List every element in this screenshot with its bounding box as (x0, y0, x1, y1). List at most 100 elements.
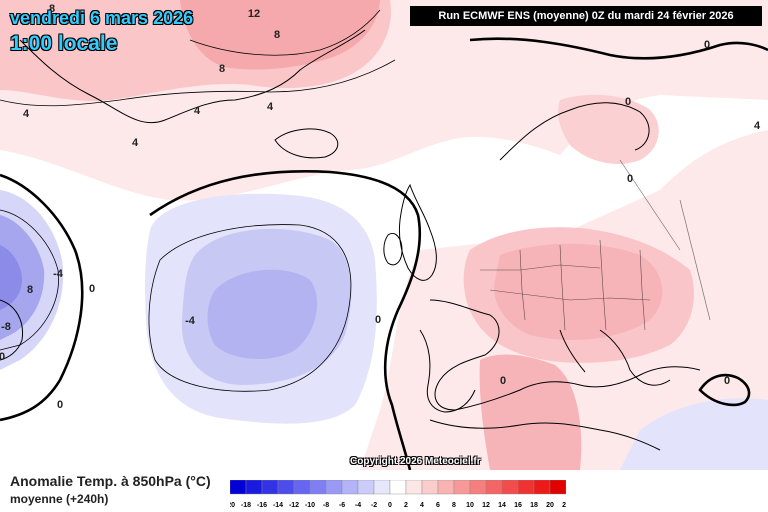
color-swatch (389, 480, 407, 495)
contour-label: -8 (1, 321, 11, 333)
color-scale-tick: 20 (546, 502, 554, 509)
warm-zone-scandinavia (558, 94, 659, 165)
zero-contour-west (0, 173, 84, 422)
color-scale-tick: 0 (388, 502, 392, 509)
color-swatch (230, 480, 247, 495)
contour-label: 0 (375, 314, 381, 326)
color-swatch (341, 480, 359, 495)
contour-label: 4 (132, 137, 139, 149)
copyright: Copyright 2026 Meteociel.fr (350, 456, 481, 467)
cold-zone-west-core (0, 215, 45, 340)
contour-label: 4 (267, 101, 274, 113)
color-scale-tick: -16 (257, 502, 267, 509)
contour-label: 4 (194, 105, 201, 117)
color-scale-tick: 2 (404, 502, 408, 509)
color-swatch (437, 480, 455, 495)
color-scale-tick: -10 (305, 502, 315, 509)
warm-zone-greenland-core (180, 0, 380, 70)
contour-labels: 8 12 8 8 4 4 4 4 0 0 4 0 0 -4 -4 8 -8 0 … (0, 3, 761, 411)
color-scale-tick: 22 (562, 502, 566, 509)
forecast-date: vendredi 6 mars 2026 (10, 8, 194, 28)
contour-label: 0 (0, 351, 5, 363)
coastline-europe-west (429, 299, 500, 411)
contour-label: 12 (248, 8, 260, 20)
coastline-africa (429, 419, 661, 451)
color-swatch (421, 480, 439, 495)
country-borders (480, 159, 711, 331)
color-swatch (309, 480, 327, 495)
color-scale-tick: -20 (230, 502, 235, 509)
contour-label: -4 (185, 315, 196, 327)
warm-zone-africa (479, 354, 582, 470)
coastline-italy (559, 329, 586, 373)
contour-label: 4 (23, 108, 30, 120)
contour-label: 0 (625, 96, 631, 108)
color-scale: -20-18-16-14-12-10-8-6-4-202468101214161… (230, 480, 566, 509)
contour-minus4-west (0, 209, 59, 351)
contour-minus4-atlantic (148, 224, 352, 392)
color-scale-tick: 18 (530, 502, 538, 509)
color-swatch (549, 480, 566, 495)
coastline-britain (399, 183, 437, 281)
color-scale-tick: -4 (355, 502, 361, 509)
color-swatch (357, 480, 375, 495)
color-swatch (405, 480, 423, 495)
coastline-newfoundland (0, 299, 24, 361)
coastline-greenland (19, 29, 366, 124)
contour-label: -4 (53, 268, 64, 280)
zero-contour-east (698, 373, 751, 407)
color-swatch (533, 480, 551, 495)
color-scale-tick: 16 (514, 502, 522, 509)
color-scale-tick: 12 (482, 502, 490, 509)
color-scale-tick: 10 (466, 502, 474, 509)
contour-label: 0 (627, 173, 633, 185)
color-scale-tick: -6 (339, 502, 345, 509)
coastline-mediterranean (454, 366, 701, 411)
contour-label: 0 (500, 375, 506, 387)
warm-zone-europe-core (494, 243, 663, 340)
contour-label: 8 (27, 284, 33, 296)
color-swatch (453, 480, 471, 495)
color-swatch (485, 480, 503, 495)
cold-zone-atlantic-core (207, 269, 318, 360)
contour-label: 8 (274, 29, 280, 41)
color-swatch (245, 480, 263, 495)
color-scale-tick: -2 (371, 502, 377, 509)
coastline-iberia (419, 329, 476, 413)
coastline-iceland (274, 128, 339, 159)
contour-label: 8 (219, 63, 225, 75)
color-swatch (261, 480, 279, 495)
zero-contour-north (469, 37, 768, 60)
forecast-time: 1:00 locale (10, 32, 118, 55)
color-scale-tick: 14 (498, 502, 506, 509)
coastline-ireland (383, 233, 403, 266)
coastlines (0, 29, 701, 451)
contour-label: 0 (89, 283, 95, 295)
cold-zone-southeast (620, 398, 768, 470)
color-swatch (277, 480, 295, 495)
contour-label: 8 (49, 3, 55, 15)
anomaly-map: 8 12 8 8 4 4 4 4 0 0 4 0 0 -4 -4 8 -8 0 … (0, 0, 768, 470)
contour-label: 0 (724, 375, 730, 387)
color-swatch (469, 480, 487, 495)
legend-footer: Anomalie Temp. à 850hPa (°C) moyenne (+2… (0, 470, 768, 512)
color-swatch (501, 480, 519, 495)
contour-4-greenland (0, 59, 396, 107)
coastline-balkans (599, 329, 671, 386)
zero-contours (0, 37, 768, 470)
legend-title: Anomalie Temp. à 850hPa (°C) (10, 473, 211, 489)
color-swatch (373, 480, 391, 495)
coastline-scandinavia (499, 102, 650, 161)
color-scale-tick: 8 (452, 502, 456, 509)
color-scale-tick: 4 (420, 502, 424, 509)
zero-contour-central (149, 169, 422, 470)
color-scale-tick: -12 (289, 502, 299, 509)
color-swatch (325, 480, 343, 495)
run-info: Run ECMWF ENS (moyenne) 0Z du mardi 24 f… (410, 6, 762, 26)
contour-label: 4 (754, 120, 761, 132)
legend-subtitle: moyenne (+240h) (10, 492, 109, 506)
color-swatch (517, 480, 535, 495)
thin-contours (0, 9, 396, 392)
color-scale-tick: 6 (436, 502, 440, 509)
contour-8-greenland (189, 9, 381, 56)
